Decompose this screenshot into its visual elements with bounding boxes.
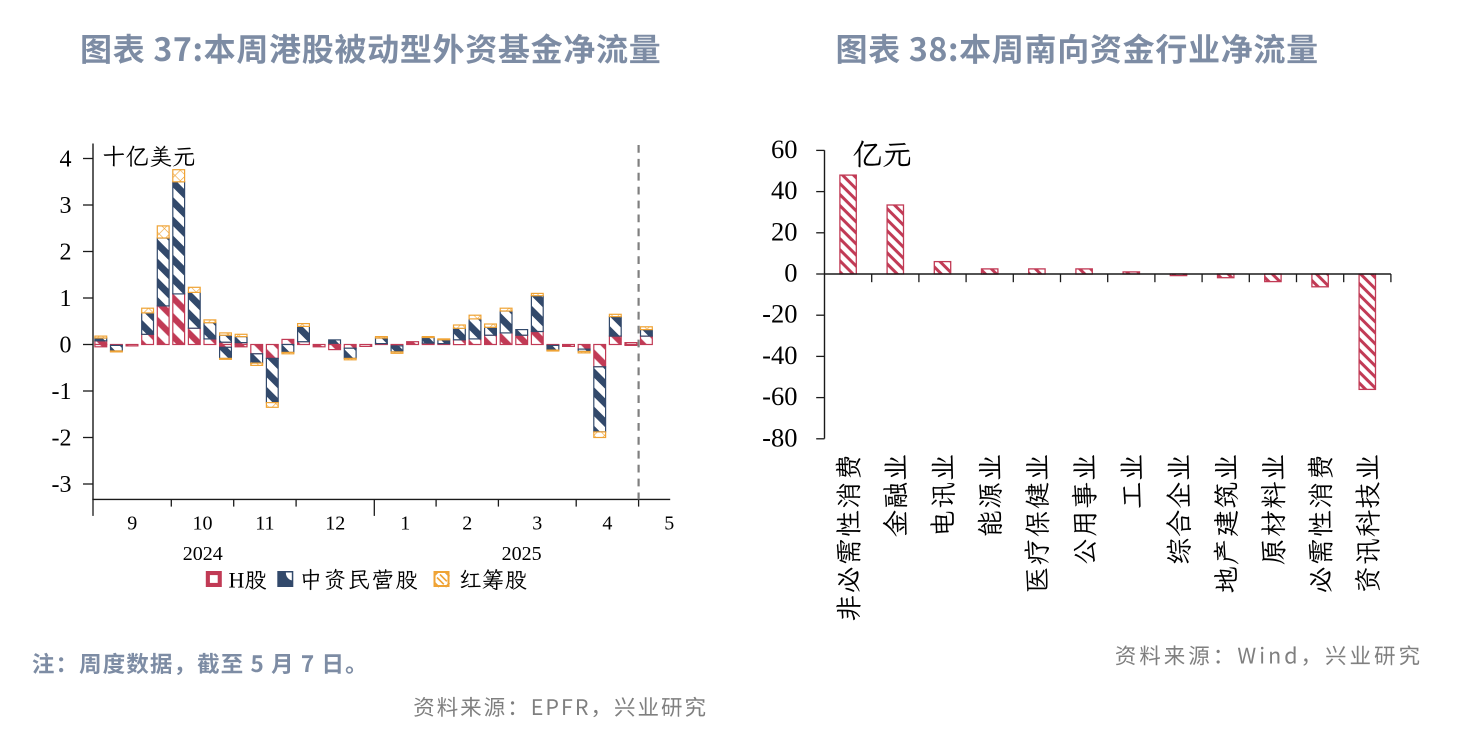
svg-text:20: 20 (771, 216, 798, 246)
svg-text:1: 1 (60, 286, 72, 312)
svg-text:4: 4 (60, 147, 72, 173)
svg-text:0: 0 (60, 333, 72, 359)
svg-text:3: 3 (532, 513, 542, 535)
svg-text:3: 3 (60, 193, 72, 219)
svg-text:2024: 2024 (183, 543, 223, 565)
svg-text:0: 0 (784, 258, 797, 288)
svg-text:60: 60 (771, 134, 798, 164)
svg-text:12: 12 (325, 513, 345, 535)
svg-text:-60: -60 (762, 381, 797, 411)
svg-text:5: 5 (664, 513, 674, 535)
svg-text:-80: -80 (762, 422, 797, 452)
svg-text:H: H (229, 568, 245, 593)
svg-text:4: 4 (602, 513, 612, 535)
svg-text:2: 2 (462, 513, 472, 535)
svg-text:2: 2 (60, 240, 72, 266)
svg-text:-2: -2 (52, 426, 72, 452)
svg-text:9: 9 (127, 513, 137, 535)
svg-text:10: 10 (193, 513, 213, 535)
svg-text:1: 1 (400, 513, 410, 535)
svg-text:40: 40 (771, 175, 798, 205)
svg-text:-1: -1 (52, 379, 72, 405)
svg-text:-3: -3 (52, 472, 72, 498)
svg-text:2025: 2025 (502, 543, 542, 565)
svg-text:11: 11 (255, 513, 274, 535)
svg-text:-40: -40 (762, 340, 797, 370)
svg-text:-20: -20 (762, 299, 797, 329)
